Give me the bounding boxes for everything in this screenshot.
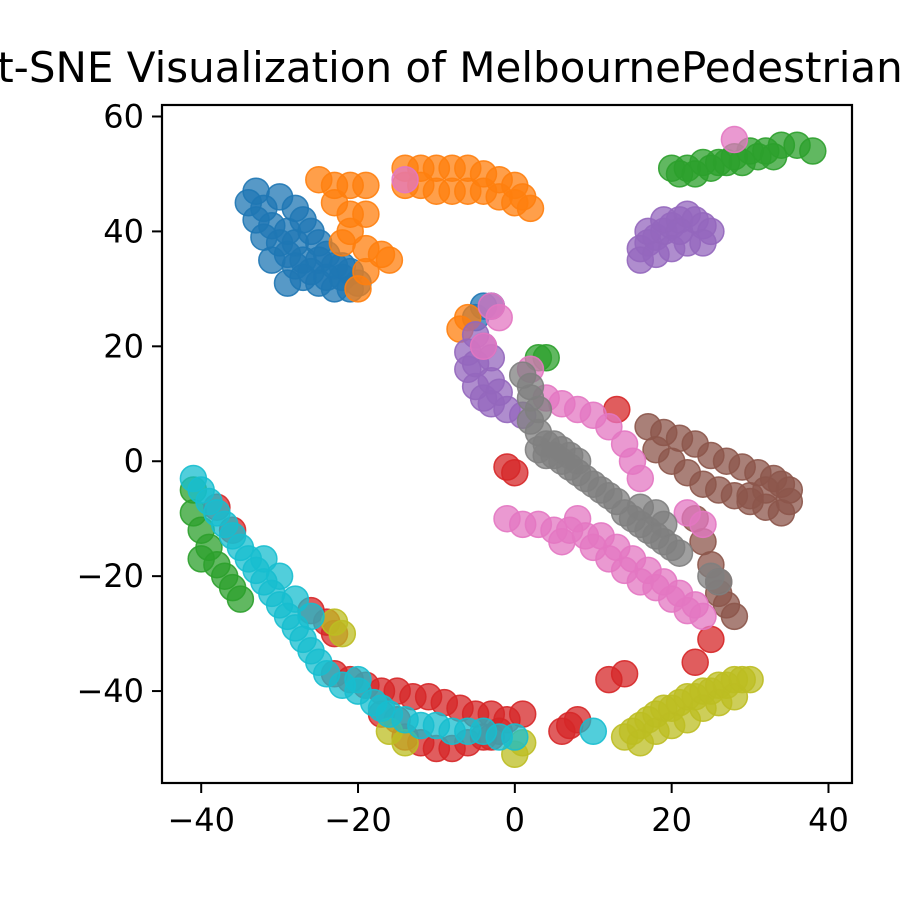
data-point bbox=[485, 303, 513, 332]
data-point bbox=[673, 596, 702, 625]
data-point bbox=[579, 717, 608, 746]
data-point bbox=[281, 585, 310, 613]
cluster-9 bbox=[179, 464, 608, 751]
data-point bbox=[665, 217, 694, 246]
data-point bbox=[501, 458, 529, 487]
data-point bbox=[297, 602, 325, 631]
data-point bbox=[469, 332, 498, 361]
y-tick-label: 0 bbox=[124, 442, 144, 480]
data-point bbox=[501, 723, 529, 751]
cluster-8 bbox=[320, 608, 764, 769]
data-point bbox=[595, 413, 623, 441]
data-point bbox=[720, 602, 749, 631]
data-point bbox=[328, 619, 357, 648]
y-tick-label: −40 bbox=[76, 672, 144, 710]
data-point bbox=[689, 510, 717, 539]
data-point bbox=[352, 200, 380, 228]
data-point bbox=[752, 476, 780, 504]
data-point bbox=[344, 275, 372, 303]
data-point bbox=[258, 246, 286, 274]
data-point bbox=[610, 660, 639, 688]
data-point bbox=[563, 447, 592, 475]
x-tick-label: −40 bbox=[167, 801, 235, 839]
x-tick-label: 0 bbox=[505, 801, 525, 839]
data-point bbox=[344, 665, 372, 694]
data-point bbox=[548, 527, 576, 556]
data-point bbox=[642, 435, 670, 464]
x-axis: −40 −20 0 20 40 bbox=[167, 783, 849, 839]
plot-frame bbox=[160, 103, 854, 785]
cluster-2 bbox=[179, 131, 827, 613]
data-point bbox=[328, 229, 357, 257]
data-point bbox=[704, 568, 733, 596]
data-point bbox=[367, 694, 396, 723]
x-tick-label: −20 bbox=[324, 801, 392, 839]
data-point bbox=[736, 665, 764, 694]
y-tick-label: 20 bbox=[103, 327, 144, 365]
data-point bbox=[720, 125, 749, 154]
y-axis: 60 40 20 0 −20 −40 bbox=[76, 97, 162, 710]
data-point bbox=[485, 378, 513, 407]
data-point bbox=[720, 683, 749, 711]
data-point bbox=[689, 229, 717, 257]
data-point bbox=[697, 625, 725, 654]
data-point bbox=[799, 137, 827, 165]
y-tick-label: 60 bbox=[103, 97, 144, 135]
data-point bbox=[203, 550, 231, 579]
x-tick-label: 40 bbox=[808, 801, 849, 839]
data-point bbox=[352, 171, 380, 200]
data-point bbox=[250, 545, 278, 573]
data-point bbox=[681, 648, 709, 677]
data-point bbox=[391, 165, 419, 194]
data-point bbox=[508, 700, 537, 728]
data-point bbox=[375, 246, 404, 274]
x-tick-label: 20 bbox=[651, 801, 692, 839]
data-point bbox=[265, 562, 294, 590]
data-point bbox=[320, 252, 349, 280]
data-point bbox=[665, 539, 694, 567]
data-point bbox=[226, 585, 255, 613]
chart-title: t-SNE Visualization of MelbournePedestri… bbox=[0, 43, 900, 92]
data-point bbox=[650, 510, 678, 539]
cluster-7 bbox=[508, 361, 733, 596]
data-point bbox=[281, 229, 310, 257]
y-tick-label: 40 bbox=[103, 212, 144, 250]
data-point bbox=[563, 504, 592, 533]
data-point bbox=[759, 142, 788, 171]
data-point bbox=[501, 188, 529, 217]
points-layer bbox=[179, 125, 827, 769]
data-point bbox=[626, 464, 655, 493]
data-point bbox=[234, 188, 263, 217]
y-tick-label: −20 bbox=[76, 557, 144, 595]
data-point bbox=[273, 269, 302, 297]
data-point bbox=[548, 717, 576, 746]
